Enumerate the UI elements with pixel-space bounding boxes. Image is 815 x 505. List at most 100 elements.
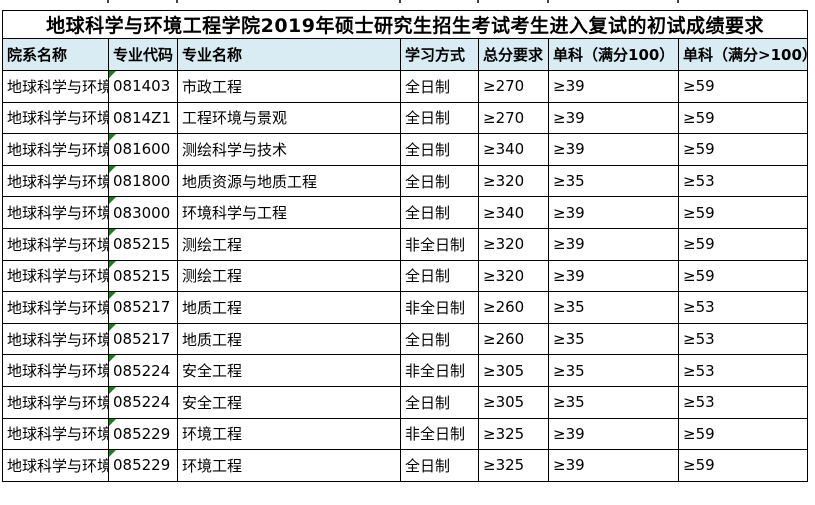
cell-department: 地球科学与环境 — [2, 70, 109, 103]
cell-major-code: 085215 — [108, 259, 178, 293]
column-header-total-score: 总分要求 — [478, 38, 549, 71]
cell-total-score: ≥340 — [478, 133, 549, 166]
major-code-text: 085215 — [113, 235, 171, 254]
cell-major-code: 085215 — [108, 227, 178, 261]
cell-total-score: ≥320 — [478, 164, 549, 198]
cell-total-score: ≥320 — [478, 227, 549, 261]
cell-single-subject-100: ≥39 — [548, 101, 679, 135]
cell-single-subject-over: ≥59 — [677, 101, 809, 135]
cell-single-subject-over: ≥53 — [677, 322, 809, 356]
cell-single-subject-over: ≥59 — [677, 196, 809, 229]
cell-total-score: ≥270 — [478, 70, 549, 103]
cell-major-name: 环境工程 — [177, 449, 401, 482]
cell-major-code: 085229 — [108, 449, 178, 482]
cell-single-subject-100: ≥35 — [548, 164, 679, 198]
table-title-row: 地球科学与环境工程学院2019年硕士研究生招生考试考生进入复试的初试成绩要求 — [1, 10, 809, 39]
cell-study-mode: 非全日制 — [400, 227, 479, 261]
major-code-text: 081800 — [113, 172, 171, 191]
cell-single-subject-over: ≥59 — [677, 449, 809, 482]
cell-single-subject-over: ≥53 — [677, 385, 809, 419]
cell-single-subject-over: ≥53 — [677, 291, 809, 324]
gridline-remnant-tick — [477, 0, 479, 3]
cell-department: 地球科学与环境 — [2, 322, 109, 356]
cell-major-name: 地质资源与地质工程 — [177, 164, 401, 198]
cell-single-subject-over: ≥53 — [677, 164, 809, 198]
major-code-text: 081403 — [113, 77, 171, 96]
table-row: 地球科学与环境 085215 测绘工程 非全日制 ≥320 ≥39 ≥59 — [2, 227, 809, 261]
column-header-single-over-100: 单科（满分>100） — [677, 38, 809, 71]
table-row: 地球科学与环境 085217 地质工程 全日制 ≥260 ≥35 ≥53 — [2, 322, 809, 356]
cell-study-mode: 全日制 — [400, 70, 479, 103]
cell-single-subject-over: ≥59 — [677, 417, 809, 451]
cell-single-subject-over: ≥59 — [677, 227, 809, 261]
cell-major-name: 环境科学与工程 — [177, 196, 401, 229]
cell-study-mode: 非全日制 — [400, 417, 479, 451]
cell-single-subject-100: ≥35 — [548, 385, 679, 419]
gridline-remnant-tick — [107, 0, 109, 3]
cell-single-subject-100: ≥39 — [548, 70, 679, 103]
column-header-major-name: 专业名称 — [177, 38, 401, 71]
cell-total-score: ≥260 — [478, 322, 549, 356]
table-row: 地球科学与环境 085215 测绘工程 全日制 ≥320 ≥39 ≥59 — [2, 259, 809, 293]
cell-department: 地球科学与环境 — [2, 385, 109, 419]
cell-department: 地球科学与环境 — [2, 164, 109, 198]
cell-study-mode: 全日制 — [400, 164, 479, 198]
page-title: 地球科学与环境工程学院2019年硕士研究生招生考试考生进入复试的初试成绩要求 — [1, 10, 809, 39]
cell-total-score: ≥305 — [478, 354, 549, 387]
cell-single-subject-100: ≥35 — [548, 291, 679, 324]
cell-single-subject-100: ≥39 — [548, 417, 679, 451]
cell-major-code: 085229 — [108, 417, 178, 451]
cell-total-score: ≥260 — [478, 291, 549, 324]
major-code-text: 085229 — [113, 456, 171, 475]
table-row: 地球科学与环境 085224 安全工程 全日制 ≥305 ≥35 ≥53 — [2, 385, 809, 419]
number-stored-as-text-triangle-icon — [109, 229, 116, 236]
number-stored-as-text-triangle-icon — [109, 450, 116, 458]
cell-total-score: ≥270 — [478, 101, 549, 135]
cell-study-mode: 全日制 — [400, 449, 479, 482]
cell-department: 地球科学与环境 — [2, 291, 109, 324]
cell-major-name: 地质工程 — [177, 322, 401, 356]
number-stored-as-text-triangle-icon — [109, 355, 116, 363]
cell-study-mode: 全日制 — [400, 196, 479, 229]
cell-major-name: 地质工程 — [177, 291, 401, 324]
gridline-remnant-tick — [399, 0, 401, 3]
cell-total-score: ≥325 — [478, 449, 549, 482]
major-code-text: 085224 — [113, 361, 171, 380]
number-stored-as-text-triangle-icon — [109, 197, 116, 205]
table-row: 地球科学与环境 081403 市政工程 全日制 ≥270 ≥39 ≥59 — [2, 70, 809, 103]
cell-major-name: 测绘工程 — [177, 259, 401, 293]
column-header-single-100: 单科（满分100） — [548, 38, 679, 71]
gridline-remnant-tick — [677, 0, 679, 3]
cell-single-subject-100: ≥35 — [548, 322, 679, 356]
cell-major-name: 安全工程 — [177, 385, 401, 419]
cell-single-subject-100: ≥35 — [548, 354, 679, 387]
cell-single-subject-100: ≥39 — [548, 133, 679, 166]
table-row: 地球科学与环境 083000 环境科学与工程 全日制 ≥340 ≥39 ≥59 — [2, 196, 809, 229]
cell-department: 地球科学与环境 — [2, 417, 109, 451]
number-stored-as-text-triangle-icon — [109, 71, 116, 78]
major-code-text: 085217 — [113, 298, 171, 317]
cell-single-subject-100: ≥39 — [548, 196, 679, 229]
cell-single-subject-100: ≥39 — [548, 449, 679, 482]
cell-major-code: 085217 — [108, 322, 178, 356]
cell-major-code: 081403 — [108, 70, 178, 103]
table-row: 地球科学与环境 085229 环境工程 全日制 ≥325 ≥39 ≥59 — [2, 449, 809, 482]
number-stored-as-text-triangle-icon — [109, 292, 116, 300]
major-code-text: 085229 — [113, 424, 171, 443]
number-stored-as-text-triangle-icon — [109, 134, 116, 142]
cell-major-name: 测绘科学与技术 — [177, 133, 401, 166]
score-requirements-table: 地球科学与环境工程学院2019年硕士研究生招生考试考生进入复试的初试成绩要求 院… — [1, 10, 809, 482]
cell-department: 地球科学与环境 — [2, 227, 109, 261]
cell-major-code: 081600 — [108, 133, 178, 166]
cell-major-name: 市政工程 — [177, 70, 401, 103]
table-row: 地球科学与环境 081800 地质资源与地质工程 全日制 ≥320 ≥35 ≥5… — [2, 164, 809, 198]
cell-study-mode: 全日制 — [400, 133, 479, 166]
cell-study-mode: 非全日制 — [400, 354, 479, 387]
number-stored-as-text-triangle-icon — [109, 166, 116, 173]
cell-single-subject-over: ≥53 — [677, 354, 809, 387]
cell-total-score: ≥320 — [478, 259, 549, 293]
cell-department: 地球科学与环境 — [2, 449, 109, 482]
cell-single-subject-over: ≥59 — [677, 133, 809, 166]
cell-study-mode: 全日制 — [400, 259, 479, 293]
